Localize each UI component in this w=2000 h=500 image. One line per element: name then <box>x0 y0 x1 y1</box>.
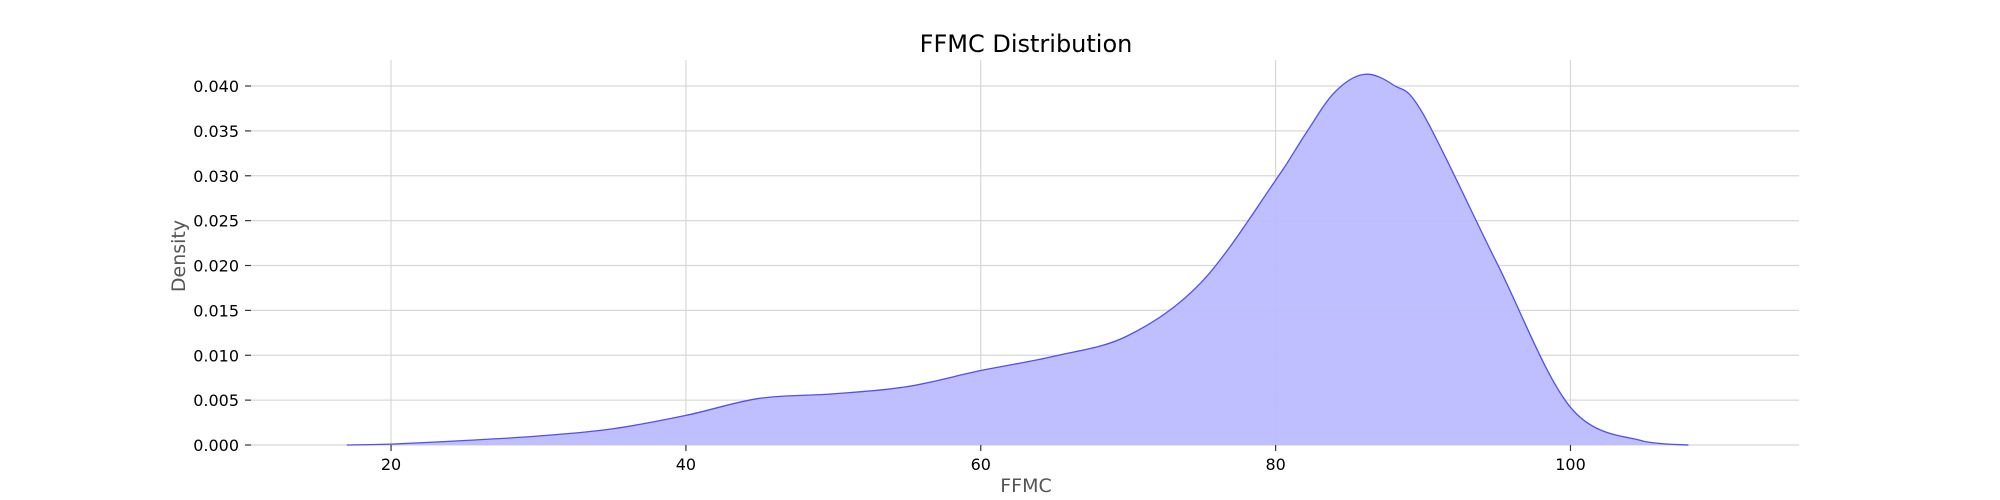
y-tick-label: 0.015 <box>193 301 239 320</box>
y-tick-label: 0.025 <box>193 212 239 231</box>
y-tick-label: 0.010 <box>193 346 239 365</box>
y-axis-label: Density <box>168 220 190 292</box>
density-fill <box>346 74 1689 445</box>
y-tick-label: 0.020 <box>193 257 239 276</box>
x-axis-label: FFMC <box>1000 475 1052 497</box>
y-tick-label: 0.005 <box>193 391 239 410</box>
x-tick-label: 60 <box>971 455 991 474</box>
density-line <box>346 73 1689 446</box>
y-tick-label: 0.030 <box>193 167 239 186</box>
y-tick-label: 0.035 <box>193 122 239 141</box>
x-tick-label: 80 <box>1265 455 1285 474</box>
y-axis: 0.000 0.005 0.010 0.015 0.020 0.025 0.030 0.035… <box>193 77 251 455</box>
density-area <box>346 73 1689 446</box>
x-tick-label: 100 <box>1555 455 1586 474</box>
x-tick-label: 40 <box>676 455 696 474</box>
chart-title: FFMC Distribution <box>920 30 1133 58</box>
y-tick-label: 0.040 <box>193 77 239 96</box>
x-tick-label: 20 <box>381 455 401 474</box>
y-tick-label: 0.000 <box>193 436 239 455</box>
x-axis: 20 40 60 80 100 <box>381 445 1586 474</box>
